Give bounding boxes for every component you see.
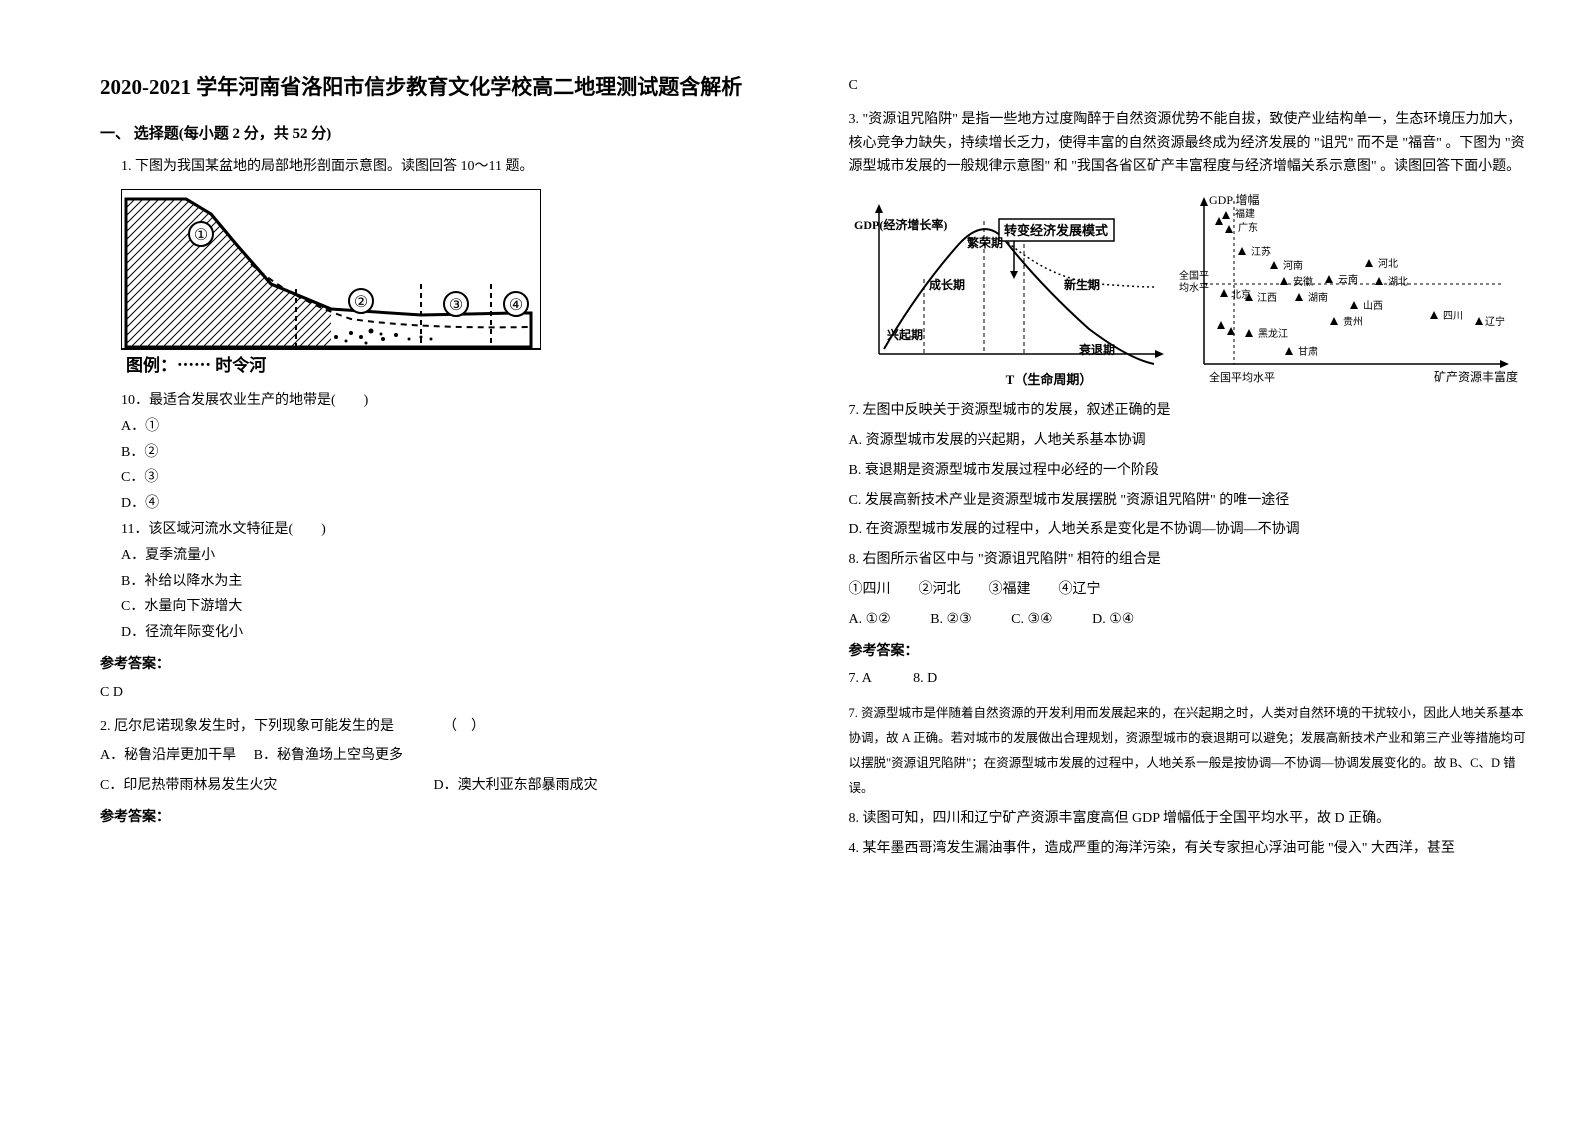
svg-text:繁荣期: 繁荣期 [967,235,1003,250]
svg-text:云南: 云南 [1338,273,1358,286]
svg-text:湖北: 湖北 [1388,276,1408,288]
q11-C: C．水量向下游增大 [121,595,779,619]
svg-text:辽宁: 辽宁 [1485,315,1505,328]
q10-A: A．① [121,415,779,439]
svg-text:图例：⋯⋯ 时令河: 图例：⋯⋯ 时令河 [126,355,266,375]
q4-stem: 4. 某年墨西哥湾发生漏油事件，造成严重的海洋污染，有关专家担心浮油可能 "侵入… [849,837,1528,861]
svg-text:③: ③ [449,297,463,314]
q2-A: A．秘鲁沿岸更加干旱 [100,748,236,763]
svg-text:GDP 增幅: GDP 增幅 [1209,192,1260,207]
q3-7D: D. 在资源型城市发展的过程中，人地关系是变化是不协调—协调—不协调 [849,518,1528,542]
svg-text:广东: 广东 [1238,221,1258,234]
q3-8: 8. 右图所示省区中与 "资源诅咒陷阱" 相符的组合是 [849,548,1528,572]
q3-8A: A. ①② [849,612,891,627]
basin-figure: ① ② ③ ④ 图例：⋯⋯ 时令河 [121,189,779,379]
q2-C: C．印尼热带雨林易发生火灾 [100,774,430,798]
q10: 10．最适合发展农业生产的地带是( ) [121,389,779,413]
q3-8B: B. ②③ [930,612,971,627]
svg-text:福建: 福建 [1235,207,1255,220]
q3-7: 7. 左图中反映关于资源型城市的发展，叙述正确的是 [849,399,1528,423]
answer-2: C [849,74,1528,98]
svg-text:江苏: 江苏 [1251,245,1271,258]
svg-text:②: ② [354,294,368,311]
q3-7C: C. 发展高新技术产业是资源型城市发展摆脱 "资源诅咒陷阱" 的唯一途径 [849,489,1528,513]
q2-D: D．澳大利亚东部暴雨成灾 [434,778,598,793]
svg-text:均水平: 均水平 [1179,282,1209,294]
explain-8: 8. 读图可知，四川和辽宁矿产资源丰富度高但 GDP 增幅低于全国平均水平，故 … [849,807,1528,831]
svg-text:矿产资源丰富度: 矿产资源丰富度 [1434,369,1518,384]
explain-7: 7. 资源型城市是伴随着自然资源的开发利用而发展起来的，在兴起期之时，人类对自然… [849,701,1528,801]
svg-text:成长期: 成长期 [929,277,965,292]
answer-3: 7. A 8. D [849,667,1528,691]
q1-stem: 1. 下图为我国某盆地的局部地形剖面示意图。读图回答 10～11 题。 [100,155,779,179]
svg-text:全国平: 全国平 [1179,269,1209,282]
q3-7A: A. 资源型城市发展的兴起期，人地关系基本协调 [849,429,1528,453]
q10-B: B．② [121,441,779,465]
svg-text:④: ④ [509,297,523,314]
q2-row1: A．秘鲁沿岸更加干旱 B．秘鲁渔场上空鸟更多 [100,744,779,768]
lifecycle-chart: 转变经济发展模式 GDP(经济增长率) T（生命周期） 兴起期 成长期 繁荣期 … [849,189,1169,389]
q11-B: B．补给以降水为主 [121,570,779,594]
svg-text:转变经济发展模式: 转变经济发展模式 [1003,223,1107,238]
svg-text:衰退期: 衰退期 [1078,342,1115,357]
q3-8D: D. ①④ [1092,612,1134,627]
svg-text:湖南: 湖南 [1308,291,1328,304]
page-title: 2020-2021 学年河南省洛阳市信步教育文化学校高二地理测试题含解析 [100,70,779,106]
svg-text:山西: 山西 [1363,300,1383,312]
q10-C: C．③ [121,466,779,490]
svg-text:T（生命周期）: T（生命周期） [1005,372,1092,387]
dual-charts: 转变经济发展模式 GDP(经济增长率) T（生命周期） 兴起期 成长期 繁荣期 … [849,189,1528,389]
svg-text:黑龙江: 黑龙江 [1258,327,1288,340]
q10-D: D．④ [121,492,779,516]
q3-intro: 3. "资源诅咒陷阱" 是指一些地方过度陶醉于自然资源优势不能自拔，致使产业结构… [849,108,1528,179]
q3-7B: B. 衰退期是资源型城市发展过程中必经的一个阶段 [849,459,1528,483]
svg-text:河北: 河北 [1378,258,1398,270]
q3-8opts: A. ①② B. ②③ C. ③④ D. ①④ [849,608,1528,632]
q11-D: D．径流年际变化小 [121,621,779,645]
svg-text:GDP(经济增长率): GDP(经济增长率) [854,217,947,232]
q3-8items: ①四川 ②河北 ③福建 ④辽宁 [849,578,1528,602]
svg-text:贵州: 贵州 [1343,315,1363,328]
q3-8C: C. ③④ [1011,612,1052,627]
svg-text:新生期: 新生期 [1064,277,1100,292]
svg-text:安徽: 安徽 [1293,275,1313,288]
svg-text:江西: 江西 [1257,292,1277,304]
svg-text:全国平均水平: 全国平均水平 [1209,370,1275,384]
scatter-chart: 全国平 均水平 GDP 增幅 矿产资源丰富度 全国平均水平 福建 广东 江苏 河… [1179,189,1519,389]
answer-label-3: 参考答案： [849,640,1528,664]
answer-label-2: 参考答案： [100,806,779,830]
svg-text:甘肃: 甘肃 [1298,345,1318,358]
q11: 11．该区域河流水文特征是( ) [121,518,779,542]
q2-stem: 2. 厄尔尼诺现象发生时，下列现象可能发生的是 （ ） [100,715,779,739]
q2-row2: C．印尼热带雨林易发生火灾 D．澳大利亚东部暴雨成灾 [100,774,779,798]
svg-text:①: ① [194,227,208,244]
q11-A: A．夏季流量小 [121,544,779,568]
svg-text:河南: 河南 [1283,259,1303,272]
answer-1: C D [100,681,779,705]
answer-label-1: 参考答案： [100,653,779,677]
section-heading: 一、 选择题(每小题 2 分，共 52 分) [100,122,779,148]
q2-B: B．秘鲁渔场上空鸟更多 [254,748,403,763]
svg-text:四川: 四川 [1443,311,1463,322]
svg-text:兴起期: 兴起期 [887,327,923,342]
